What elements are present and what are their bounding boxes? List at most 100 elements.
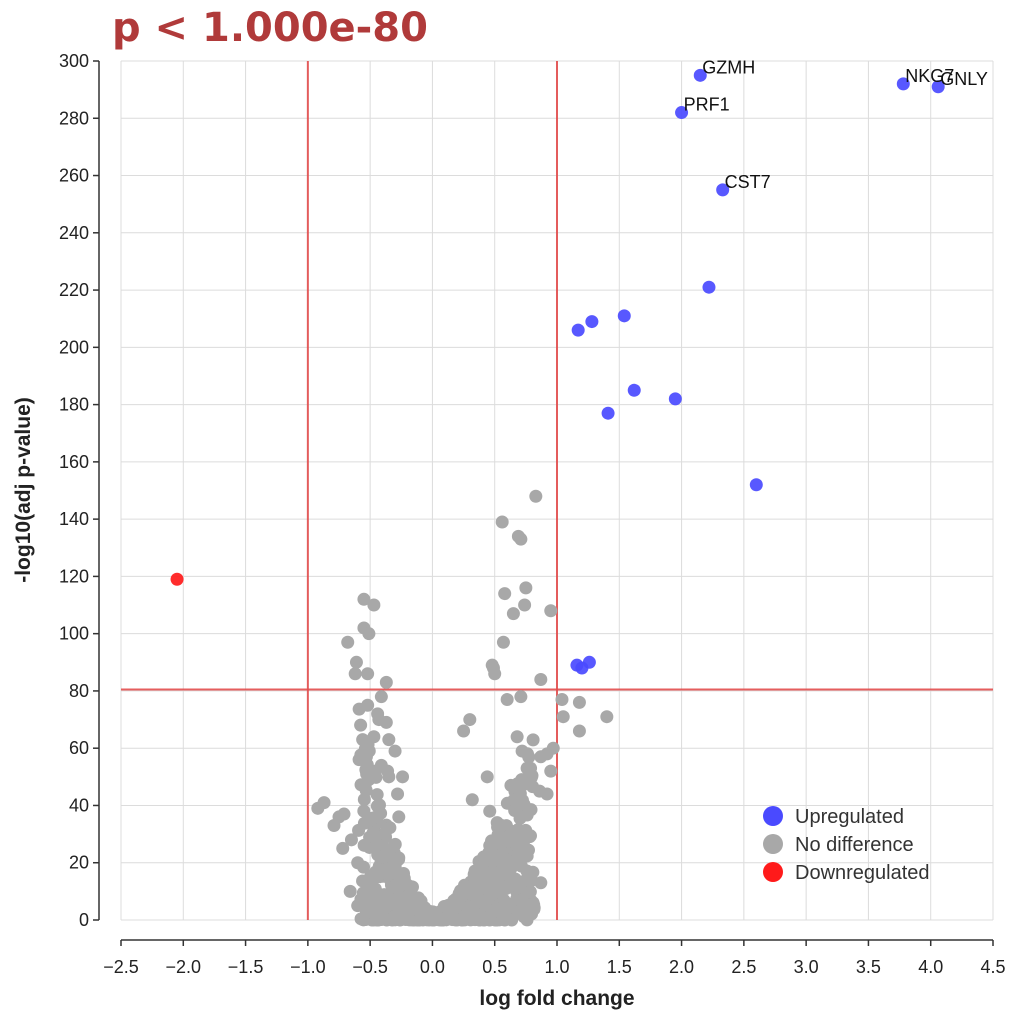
data-point — [382, 770, 396, 784]
y-tick-label: 20 — [69, 853, 89, 873]
data-point — [387, 839, 401, 853]
y-tick-label: 140 — [59, 509, 89, 529]
legend-marker-no-difference — [763, 834, 783, 854]
data-point — [500, 897, 514, 911]
data-point — [520, 808, 534, 822]
y-tick-label: 260 — [59, 166, 89, 186]
gene-label-gzmh: GZMH — [702, 57, 755, 77]
data-point — [351, 856, 365, 870]
data-point — [488, 667, 502, 681]
data-point — [327, 819, 341, 833]
data-point — [463, 713, 477, 727]
series-downregulated — [170, 572, 184, 586]
data-point — [585, 315, 599, 329]
series-no-difference — [311, 489, 614, 918]
data-point — [367, 730, 381, 744]
x-tick-label: −2.0 — [166, 957, 202, 977]
y-tick-label: 160 — [59, 452, 89, 472]
insignificant-point-cloud — [352, 702, 541, 927]
x-tick-label: 2.5 — [731, 957, 756, 977]
x-axis-title: log fold change — [479, 987, 634, 1010]
x-tick-label: −0.5 — [352, 957, 388, 977]
data-point — [520, 873, 534, 887]
data-point — [518, 598, 532, 612]
y-tick-label: 240 — [59, 223, 89, 243]
x-tick-label: 0.5 — [482, 957, 507, 977]
x-tick-label: 1.0 — [544, 957, 569, 977]
y-tick-label: 300 — [59, 51, 89, 71]
data-point — [556, 710, 570, 724]
data-point — [357, 804, 371, 818]
data-point — [457, 724, 471, 738]
data-point — [381, 868, 395, 882]
data-point — [348, 667, 362, 681]
data-point — [483, 839, 497, 853]
data-point — [374, 690, 388, 704]
data-point — [675, 106, 689, 120]
data-point — [359, 750, 373, 764]
data-point — [368, 764, 382, 778]
x-tick-label: 3.0 — [794, 957, 819, 977]
chart-title: p < 1.000e-80 — [112, 5, 428, 51]
x-tick-label: 4.5 — [980, 957, 1005, 977]
y-tick-label: 0 — [79, 910, 89, 930]
data-point — [358, 778, 372, 792]
data-point — [716, 183, 730, 197]
data-point — [356, 733, 370, 747]
data-point — [352, 823, 366, 837]
data-point — [546, 741, 560, 755]
data-point — [519, 581, 533, 595]
y-tick-label: 220 — [59, 280, 89, 300]
data-point — [370, 788, 384, 802]
data-point — [475, 894, 489, 908]
data-point — [702, 280, 716, 294]
data-points — [170, 68, 945, 927]
gene-label-cst7: CST7 — [725, 172, 771, 192]
data-point — [375, 905, 389, 919]
data-point — [369, 810, 383, 824]
data-point — [365, 884, 379, 898]
data-point — [544, 604, 558, 618]
data-point — [504, 861, 518, 875]
data-point — [617, 309, 631, 323]
y-tick-label: 40 — [69, 795, 89, 815]
data-point — [516, 836, 530, 850]
legend-label-no-difference: No difference — [795, 834, 914, 856]
data-point — [343, 884, 357, 898]
data-point — [362, 627, 376, 641]
data-point — [693, 68, 707, 82]
data-point — [387, 910, 401, 924]
data-point — [374, 850, 388, 864]
data-point — [371, 707, 385, 721]
data-point — [668, 392, 682, 406]
data-point — [572, 724, 586, 738]
data-point — [448, 901, 462, 915]
legend: Upregulated No difference Downregulated — [763, 806, 930, 884]
data-point — [601, 406, 615, 420]
data-point — [393, 879, 407, 893]
data-point — [336, 841, 350, 855]
data-point — [382, 733, 396, 747]
x-tick-label: −2.5 — [103, 957, 139, 977]
y-tick-label: 200 — [59, 337, 89, 357]
data-point — [523, 885, 537, 899]
x-tick-label: 1.5 — [607, 957, 632, 977]
data-point — [510, 796, 524, 810]
data-point — [572, 695, 586, 709]
gene-label-prf1: PRF1 — [684, 95, 730, 115]
data-point — [465, 793, 479, 807]
gene-label-gnly: GNLY — [940, 69, 988, 89]
data-point — [361, 667, 375, 681]
data-point — [479, 881, 493, 895]
data-point — [402, 904, 416, 918]
series-upregulated — [570, 68, 945, 675]
legend-label-upregulated: Upregulated — [795, 806, 904, 828]
axes: −2.5 −2.0 −1.5 −1.0 −0.5 0.0 0.5 1.0 1.5 2.0 2.5 3.… — [59, 51, 1006, 977]
data-point — [480, 770, 494, 784]
data-point — [520, 905, 534, 919]
data-point — [506, 607, 520, 621]
y-tick-label: 180 — [59, 395, 89, 415]
data-point — [555, 693, 569, 707]
data-point — [420, 913, 434, 927]
